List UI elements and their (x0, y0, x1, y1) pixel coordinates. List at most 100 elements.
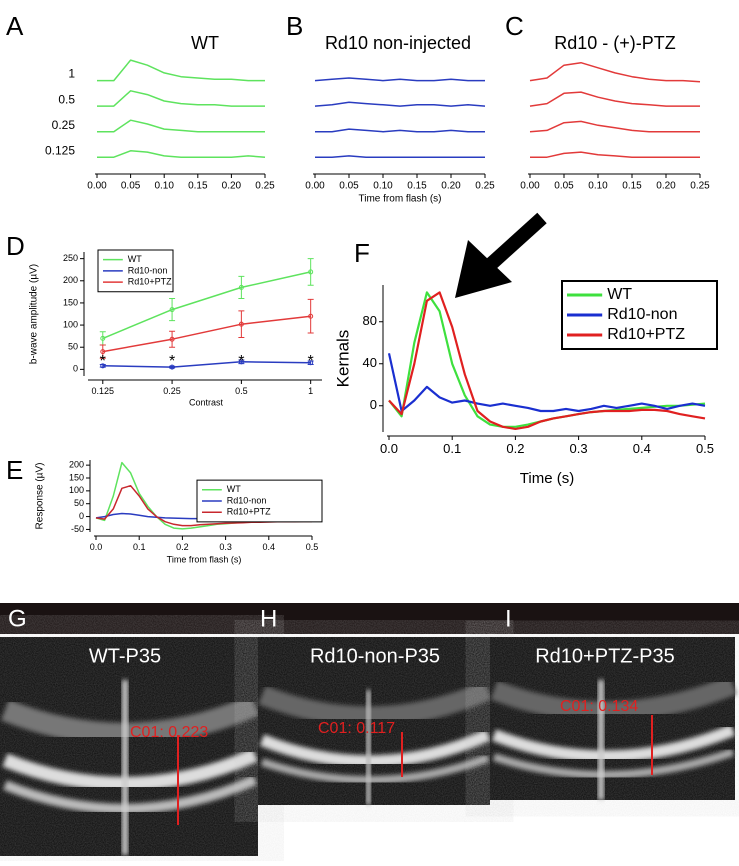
x-tick-label: 0.00 (87, 181, 107, 192)
x-tick-label: 0.0 (380, 441, 398, 456)
legend-label: Rd10+PTZ (128, 277, 172, 287)
error-bar (99, 344, 106, 359)
panel-label: D (6, 231, 25, 261)
series-line (387, 353, 706, 413)
data-point (169, 307, 175, 313)
y-tick-label: 100 (69, 485, 84, 495)
y-tick-label: 150 (63, 297, 78, 307)
x-axis-label: Contrast (189, 397, 224, 407)
y-tick-label: 200 (63, 275, 78, 285)
y-axis-label: Kernals (333, 330, 352, 388)
x-tick-label: 0.10 (154, 181, 174, 192)
panel-label: F (354, 238, 370, 268)
legend-label: WT (227, 484, 241, 494)
image-title: WT-P35 (89, 645, 161, 667)
data-point (169, 364, 175, 370)
measurement: C01: 0.223 (130, 724, 208, 741)
error-bar (238, 310, 245, 338)
series-line (529, 91, 700, 107)
image-title: Rd10-non-P35 (310, 645, 440, 667)
image-title: Rd10+PTZ-P35 (535, 645, 675, 667)
legend-label: WT (128, 254, 142, 264)
legend-label: Rd10+PTZ (607, 326, 685, 343)
trace-label: 0.125 (45, 143, 75, 157)
x-tick-label: 0.3 (570, 441, 588, 456)
arrow (455, 212, 547, 298)
legend-label: WT (607, 286, 632, 303)
x-tick-label: 0.2 (176, 542, 189, 552)
data-point (238, 359, 244, 365)
panel-label: C (505, 11, 524, 41)
data-point (100, 349, 106, 355)
data-point (100, 363, 106, 369)
x-tick-label: 0.00 (305, 181, 325, 192)
y-axis-label: b-wave amplitude (µV) (29, 264, 40, 364)
series-line (97, 59, 265, 82)
x-tick-label: 0.1 (443, 441, 461, 456)
legend-label: Rd10+PTZ (227, 507, 271, 517)
x-tick-label: 0.05 (121, 181, 141, 192)
series-line (529, 61, 701, 83)
y-tick-label: 150 (69, 472, 84, 482)
x-tick-label: 1 (308, 386, 313, 396)
series-line (314, 101, 486, 107)
panel-title: Rd10 - (+)-PTZ (554, 33, 676, 53)
x-tick-label: 0.05 (554, 181, 574, 192)
data-point (100, 335, 106, 341)
series-line (530, 151, 700, 158)
oct-image (490, 637, 737, 800)
significance-mark: * (238, 353, 244, 370)
data-point (169, 336, 175, 342)
y-tick-label: 0 (73, 364, 78, 374)
error-bar (169, 298, 176, 322)
y-tick-label: -50 (71, 524, 84, 534)
legend-label: Rd10-non (227, 495, 267, 505)
x-tick-label: 0.3 (219, 542, 232, 552)
x-tick-label: 0.10 (588, 181, 608, 192)
x-tick-label: 0.20 (222, 181, 242, 192)
x-axis-label: Time (s) (520, 470, 574, 487)
x-tick-label: 0.20 (656, 181, 676, 192)
y-tick-label: 50 (74, 498, 84, 508)
x-tick-label: 0.1 (133, 542, 146, 552)
x-tick-label: 0.25 (163, 386, 181, 396)
series-line (102, 315, 311, 353)
series-line (97, 119, 265, 133)
panel-label: G (8, 605, 27, 632)
error-bar (307, 298, 314, 334)
panel-title: Rd10 non-injected (325, 33, 471, 53)
x-axis-label: Time from flash (s) (167, 554, 242, 564)
measurement: C01: 0.134 (560, 698, 638, 715)
x-tick-label: 0.15 (622, 181, 642, 192)
x-tick-label: 0.15 (407, 181, 427, 192)
x-tick-label: 0.5 (306, 542, 319, 552)
x-tick-label: 0.5 (235, 386, 248, 396)
significance-mark: * (169, 353, 175, 370)
y-tick-label: 200 (69, 460, 84, 470)
error-bar (307, 258, 314, 286)
panel-title: WT (191, 33, 219, 53)
data-point (308, 269, 314, 275)
panel-label: I (505, 605, 512, 632)
y-tick-label: 40 (363, 355, 377, 370)
panel-label: E (6, 455, 23, 485)
y-tick-label: 250 (63, 253, 78, 263)
oct-image (0, 637, 260, 856)
error-bar (169, 330, 176, 348)
y-tick-label: 50 (68, 342, 78, 352)
series-line (97, 90, 265, 107)
measurement: C01: 0.117 (318, 720, 395, 737)
series-line (314, 77, 485, 82)
panel-label: A (6, 11, 24, 41)
x-tick-label: 0.20 (441, 181, 461, 192)
trace-label: 1 (68, 67, 75, 81)
y-tick-label: 0 (370, 397, 377, 412)
significance-mark: * (100, 353, 106, 370)
x-tick-label: 0.4 (263, 542, 276, 552)
legend-label: Rd10-non (607, 306, 677, 323)
x-tick-label: 0.2 (506, 441, 524, 456)
x-tick-label: 0.00 (520, 181, 540, 192)
series-line (315, 155, 485, 158)
x-axis-label: Time from flash (s) (359, 194, 442, 205)
